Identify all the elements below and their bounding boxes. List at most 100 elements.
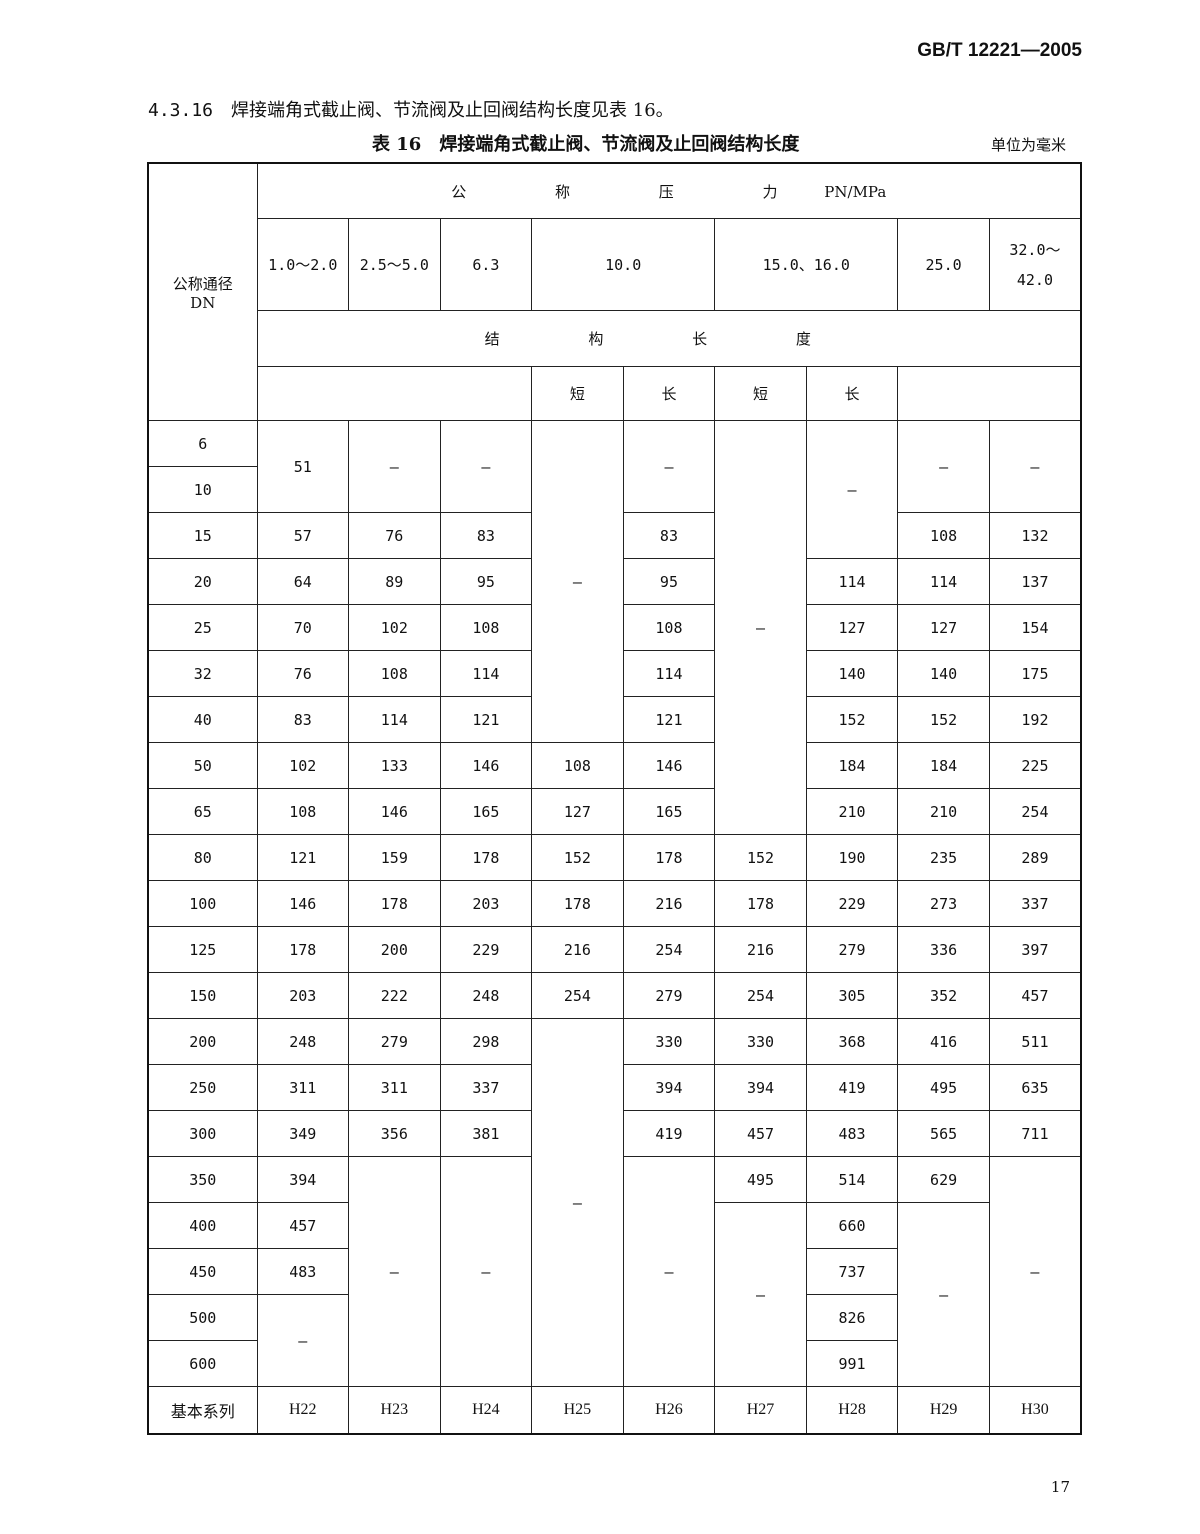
length-cell: 394: [714, 1064, 807, 1111]
length-cell: 178: [439, 834, 533, 881]
pressure-class: 1.0～2.0: [256, 218, 350, 311]
length-cell: 254: [531, 972, 624, 1019]
clause-heading: 4.3.16 焊接端角式截止阀、节流阀及止回阀结构长度见表 16。: [148, 96, 674, 122]
pressure-class: 2.5～5.0: [348, 218, 441, 311]
length-cell: —: [531, 1018, 624, 1387]
length-cell: 184: [805, 742, 899, 789]
length-cell: 114: [897, 558, 990, 605]
length-cell: 64: [256, 558, 350, 605]
table-row: 32 76 108 114 114 140 140 175: [147, 650, 1082, 697]
pressure-class: 6.3: [439, 218, 533, 311]
pressure-class: 32.0～42.0: [988, 218, 1082, 311]
series-code: H30: [988, 1386, 1082, 1435]
dn-cell: 400: [147, 1202, 258, 1249]
dn-cell: 20: [147, 558, 258, 605]
empty-subheader: [256, 366, 533, 421]
length-cell: 137: [988, 558, 1082, 605]
length-cell: 565: [897, 1110, 990, 1157]
series-code: H24: [439, 1386, 533, 1435]
length-cell: 279: [622, 972, 716, 1019]
dn-cell: 6: [147, 420, 258, 467]
length-cell: 711: [988, 1110, 1082, 1157]
dn-header-label: 公称通径: [172, 274, 233, 293]
length-cell: 737: [805, 1248, 899, 1295]
table-row: 500— 826: [147, 1294, 1081, 1387]
series-code: H23: [348, 1386, 441, 1435]
length-cell: —: [897, 1202, 990, 1387]
length-cell: 178: [256, 926, 350, 973]
length-cell: 419: [805, 1064, 899, 1111]
pressure-header-label: 公 称 压 力: [451, 182, 820, 201]
standard-code: GB/T 12221—2005: [917, 40, 1082, 61]
dn-header-symbol: DN: [190, 293, 216, 312]
length-cell: 51: [256, 420, 350, 513]
length-cell: 140: [897, 650, 990, 697]
table-row: 15 57 76 83 83 108 132: [147, 512, 1082, 559]
length-cell: 222: [348, 972, 441, 1019]
series-code: H29: [897, 1386, 990, 1435]
length-cell: 190: [805, 834, 899, 881]
table-row: 125 178 200 229 216 254 216 279 336 397: [147, 926, 1082, 973]
length-cell: 178: [622, 834, 716, 881]
series-code: H22: [256, 1386, 350, 1435]
table-row: 10: [147, 466, 1081, 513]
table-body: 6 51— — — — — — — —10 15 57 76 83 83 108 132 20 64 89 95 95 1…: [147, 420, 1082, 1387]
length-cell: 330: [714, 1018, 807, 1065]
length-cell: 337: [439, 1064, 533, 1111]
subheader-long: 长: [805, 366, 899, 421]
face-to-face-table: 公称通径 DN 公 称 压 力 PN/MPa 1.0～2.0 2.5～5.0 6…: [147, 162, 1082, 1435]
length-cell: 305: [805, 972, 899, 1019]
table-row: 200 248 279 298—330 330 368 416 511: [147, 1018, 1082, 1387]
pressure-unit: PN/MPa: [824, 182, 887, 201]
length-cell: 483: [256, 1248, 350, 1295]
length-cell: 368: [805, 1018, 899, 1065]
length-cell: 76: [348, 512, 441, 559]
length-cell: 629: [897, 1156, 990, 1203]
length-cell: 235: [897, 834, 990, 881]
length-cell: 152: [714, 834, 807, 881]
length-cell: 216: [714, 926, 807, 973]
length-cell: 83: [439, 512, 533, 559]
table-row: 25 70 102 108 108 127 127 154: [147, 604, 1082, 651]
length-cell: 184: [897, 742, 990, 789]
length-cell: 394: [256, 1156, 350, 1203]
length-cell: —: [348, 420, 441, 513]
length-cell: 495: [897, 1064, 990, 1111]
length-cell: —: [439, 1156, 533, 1387]
length-cell: 102: [256, 742, 350, 789]
dn-cell: 10: [147, 466, 258, 513]
length-cell: 514: [805, 1156, 899, 1203]
length-cell: 121: [439, 696, 533, 743]
length-cell: 108: [256, 788, 350, 835]
pressure-header: 公 称 压 力 PN/MPa: [256, 162, 1082, 219]
dn-cell: 65: [147, 788, 258, 835]
dn-cell: 125: [147, 926, 258, 973]
length-cell: 216: [622, 880, 716, 927]
series-code: H25: [531, 1386, 624, 1435]
length-cell: 337: [988, 880, 1082, 927]
length-cell: 273: [897, 880, 990, 927]
length-cell: —: [348, 1156, 441, 1387]
table-row: 250 311 311 337 394 394 419 495 635: [147, 1064, 1082, 1111]
pressure-class: 25.0: [897, 218, 990, 311]
length-cell: 254: [622, 926, 716, 973]
length-cell: 254: [714, 972, 807, 1019]
dn-cell: 150: [147, 972, 258, 1019]
length-cell: 146: [439, 742, 533, 789]
length-cell: —: [256, 1294, 350, 1387]
length-cell: 216: [531, 926, 624, 973]
length-cell: 83: [256, 696, 350, 743]
length-cell: 178: [714, 880, 807, 927]
length-cell: 121: [622, 696, 716, 743]
length-cell: 152: [531, 834, 624, 881]
length-cell: 165: [439, 788, 533, 835]
length-cell: 349: [256, 1110, 350, 1157]
table-number: 表 16: [372, 134, 422, 155]
length-cell: 394: [622, 1064, 716, 1111]
subheader-short: 短: [531, 366, 624, 421]
subheader-long: 长: [622, 366, 716, 421]
table-row: 65 108 146 165 127 165 210 210 254: [147, 788, 1082, 835]
length-cell: 152: [897, 696, 990, 743]
length-cell: —: [988, 420, 1082, 513]
length-cell: 457: [714, 1110, 807, 1157]
